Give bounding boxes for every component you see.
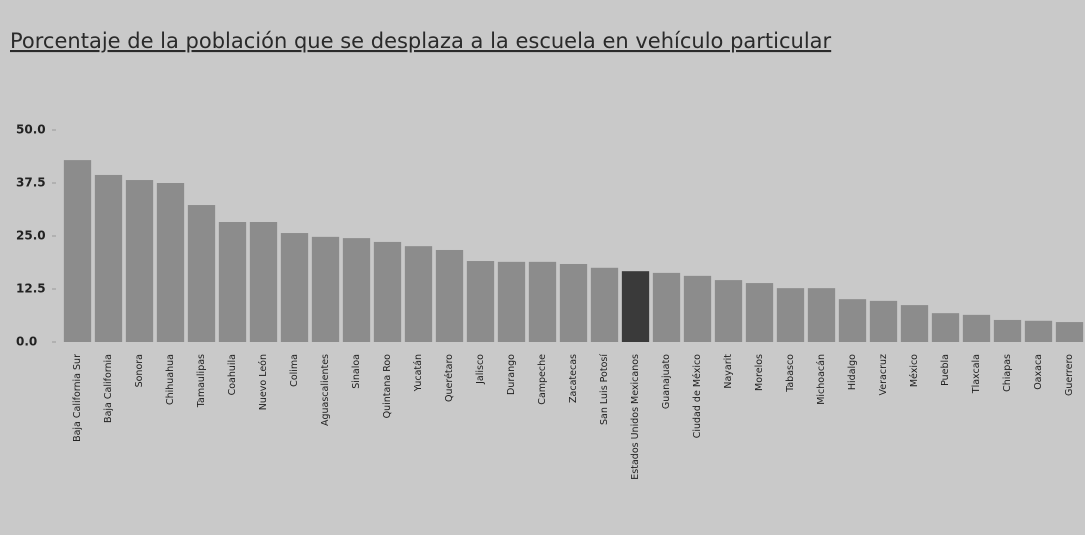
x-tick-label: Zacatecas [568,354,579,403]
x-tick-label: Campeche [537,354,548,405]
bar [249,222,278,342]
x-tick-label: Jalisco [475,354,486,385]
bar [869,300,898,342]
bar [683,275,712,342]
x-tick-label: Ciudad de México [692,354,703,438]
x-tick-label: Yucatán [413,354,424,392]
bar [838,299,867,342]
x-tick-label: México [909,354,920,387]
x-tick-label: Michoacán [816,354,827,405]
x-tick-label: Baja California [103,354,114,423]
bar [63,160,92,342]
x-tick-label: Puebla [940,354,951,386]
bar [807,288,836,342]
x-tick-label: Sonora [134,354,145,387]
bar [776,288,805,342]
bar [404,246,433,342]
y-tick-label: 50.0 [16,123,46,137]
y-tick-label: 12.5 [16,282,46,296]
x-tick-label: Coahuila [227,354,238,395]
x-tick-label: Guanajuato [661,354,672,409]
bar [94,174,123,342]
bar [590,267,619,342]
x-tick-label: Hidalgo [847,354,858,390]
x-tick-label: Chihuahua [165,354,176,405]
bar [652,272,681,342]
x-tick-label: Baja California Sur [72,354,83,442]
x-tick-label: Querétaro [444,354,455,402]
bar [1055,322,1084,342]
x-tick-label: Tamaulipas [196,354,207,408]
x-tick-label: Chiapas [1002,354,1013,392]
bar [156,183,185,342]
bar [993,319,1022,342]
bar [528,261,557,342]
bar [714,280,743,342]
bar [342,238,371,342]
x-tick-label: Colima [289,354,300,387]
bar [218,222,247,342]
bar [311,236,340,342]
bar [621,271,650,342]
bar [280,233,309,342]
bar [466,261,495,342]
bar [187,205,216,342]
bar [745,283,774,342]
bar [1024,320,1053,342]
y-tick-label: 25.0 [16,229,46,243]
x-tick-label: Estados Unidos Mexicanos [630,354,641,480]
x-tick-label: Aguascalientes [320,354,331,426]
x-tick-label: Guerrero [1064,354,1075,396]
bar [900,305,929,342]
chart-title: Porcentaje de la población que se despla… [10,29,832,53]
x-tick-label: Tlaxcala [971,354,982,394]
bar [962,314,991,342]
x-tick-label: Nuevo León [258,354,269,410]
bar [931,313,960,342]
x-tick-label: Veracruz [878,354,889,395]
x-tick-label: Sinaloa [351,354,362,389]
x-tick-label: Nayarit [723,354,734,389]
x-tick-label: Morelos [754,354,765,391]
x-tick-label: Durango [506,354,517,395]
x-tick-label: Oaxaca [1033,354,1044,390]
bar [125,180,154,342]
bar [559,263,588,342]
y-tick-label: 0.0 [16,335,37,349]
x-tick-label: San Luis Potosí [599,354,610,425]
x-tick-label: Tabasco [785,354,796,393]
bar [497,261,526,342]
bar [435,249,464,342]
x-tick-label: Quintana Roo [382,354,393,419]
y-tick-label: 37.5 [16,176,46,190]
bar [373,241,402,342]
